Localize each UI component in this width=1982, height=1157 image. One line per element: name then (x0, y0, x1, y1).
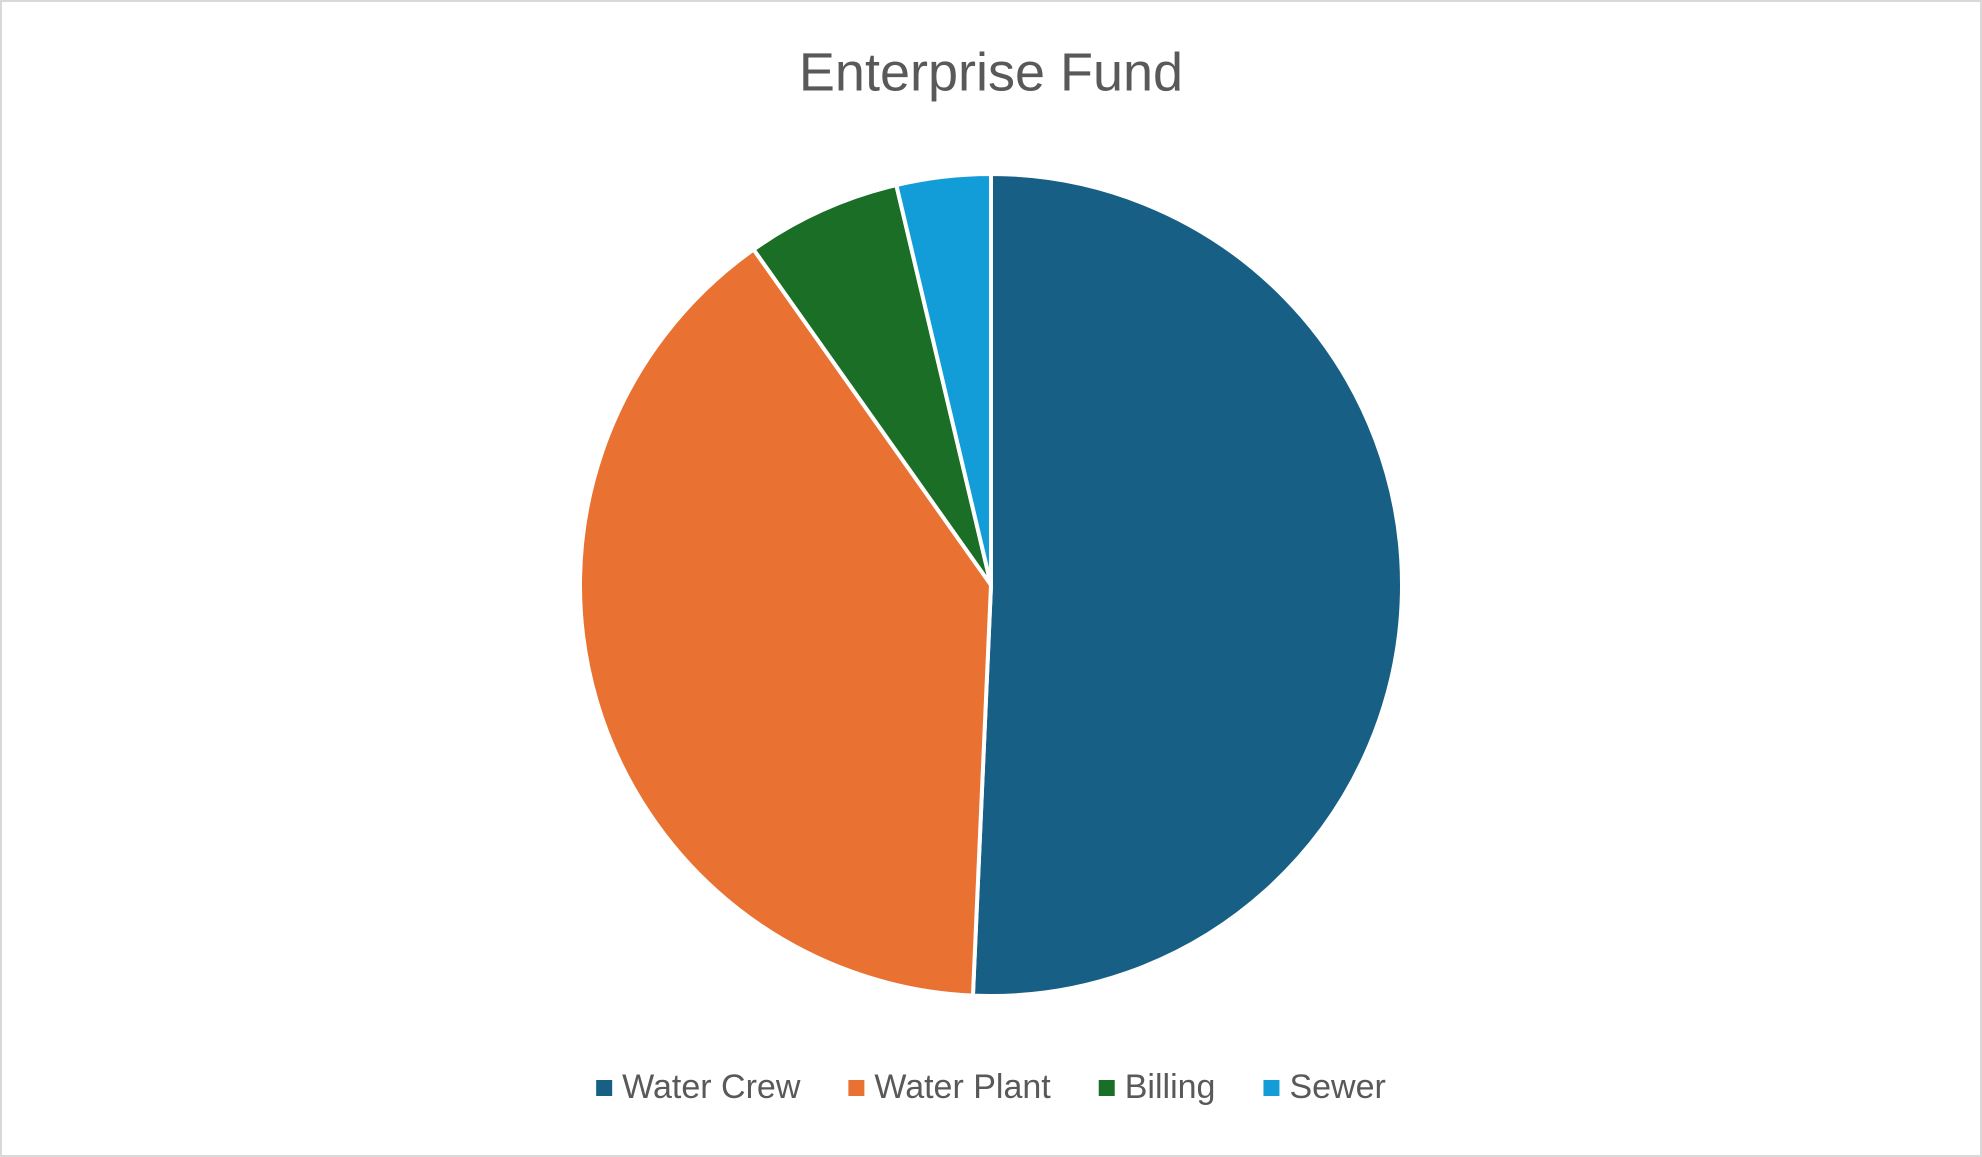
legend-swatch (1263, 1080, 1280, 1096)
pie-slice (894, 172, 993, 587)
pie-slice (970, 172, 1404, 998)
chart-title: Enterprise Fund (799, 42, 1183, 102)
pie-slice (578, 247, 993, 998)
legend-label: Water Crew (622, 1068, 801, 1106)
legend-label: Water Plant (874, 1068, 1051, 1106)
legend-swatch (1098, 1080, 1115, 1096)
pie-slice (751, 183, 993, 587)
legend-label: Billing (1125, 1068, 1216, 1106)
legend-label: Sewer (1289, 1068, 1385, 1106)
legend-swatch (596, 1080, 613, 1096)
legend-swatch (848, 1080, 865, 1096)
